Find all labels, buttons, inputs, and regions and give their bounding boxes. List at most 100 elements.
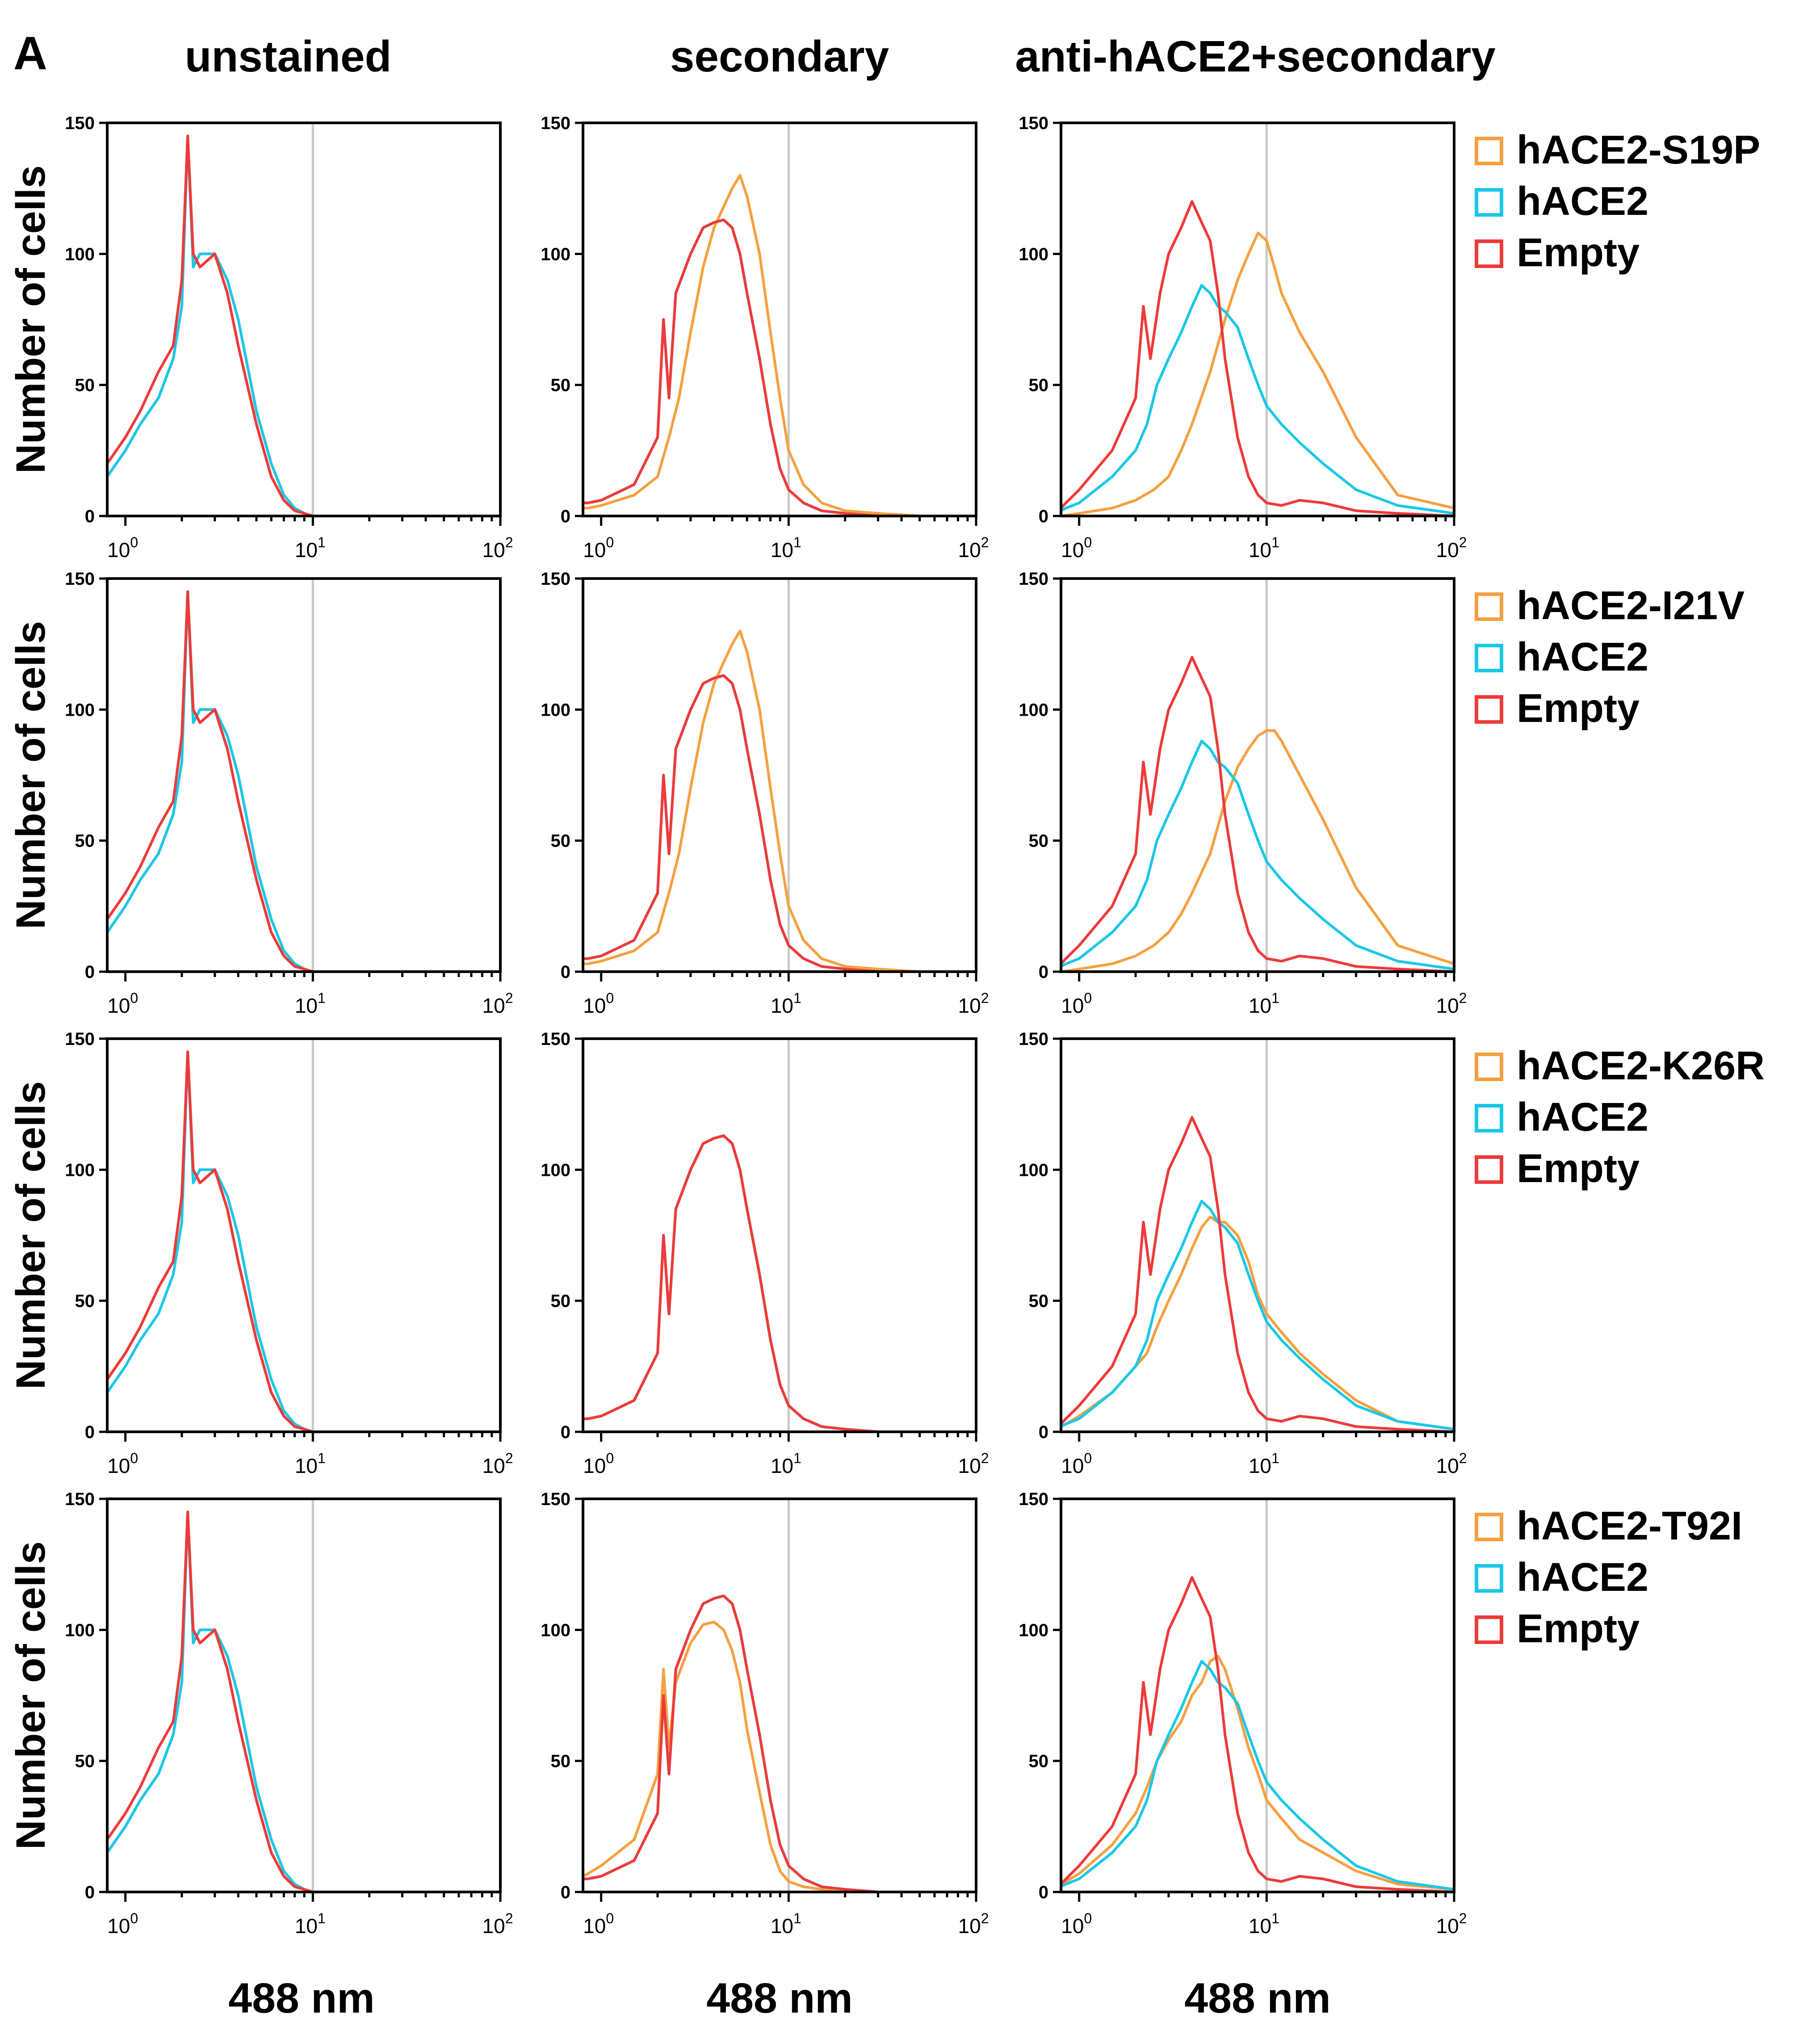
series-line-hace2: [1060, 284, 1455, 515]
y-tick-label: 0: [85, 1422, 95, 1442]
series-line-variant: [1061, 729, 1455, 973]
y-tick-label: 50: [551, 1752, 571, 1771]
y-tick-label: 150: [65, 113, 95, 133]
plot-frame: [582, 122, 977, 517]
x-tick-label: 100: [583, 990, 614, 1017]
column-title-secondary: secondary: [670, 32, 889, 81]
x-tick-label: 102: [482, 990, 513, 1017]
series-line-hace2: [1060, 739, 1455, 971]
legend-swatch-hace2: [1475, 644, 1503, 672]
x-tick-label: 101: [1249, 990, 1279, 1017]
panel-r3-c1: 0 50 100 150 100 101 102 Number of cells: [8, 1029, 513, 1477]
y-tick-label: 50: [1029, 1752, 1049, 1771]
x-tick-label: 100: [1061, 990, 1092, 1017]
x-tick-label: 100: [583, 534, 614, 562]
series-line-variant: [106, 1050, 500, 1433]
series-line-hace2: [106, 1510, 500, 1893]
legend-swatch-empty: [1475, 695, 1503, 724]
y-tick-label: 0: [1039, 962, 1048, 982]
panel-r3-c2: 0 50 100 150 100 101 102: [541, 1029, 989, 1477]
x-tick-label: 102: [958, 534, 989, 562]
y-tick-label: 50: [75, 1752, 95, 1771]
x-tick-label: 101: [295, 990, 326, 1017]
legend-swatch-variant: [1475, 137, 1503, 165]
legend-row-1: hACE2-S19P hACE2 Empty: [1475, 128, 1760, 275]
series-line-variant: [1061, 231, 1455, 517]
panel-label: A: [13, 27, 47, 80]
legend-label-hace2: hACE2: [1517, 1555, 1648, 1600]
series-line-variant: [106, 1510, 500, 1893]
y-tick-label: 50: [75, 376, 95, 395]
panel-r1-c1: 0 50 100 150 100 101 102 Number of cells: [8, 113, 513, 562]
y-tick-label: 150: [541, 1029, 570, 1049]
xlabel-col-3: 488 nm: [1184, 1975, 1330, 2022]
series-line-empty: [1060, 200, 1455, 517]
series-line-hace2: [106, 590, 500, 973]
x-tick-label: 101: [1249, 1450, 1279, 1477]
y-tick-label: 150: [1019, 1029, 1048, 1049]
x-tick-label: 101: [295, 1450, 326, 1477]
x-tick-label: 101: [295, 1910, 326, 1938]
x-tick-label: 101: [771, 990, 801, 1017]
y-tick-label: 0: [85, 507, 95, 526]
x-tick-label: 100: [1061, 534, 1092, 562]
y-tick-label: 0: [1039, 507, 1048, 526]
series-line-hace2: [1060, 1200, 1455, 1431]
panel-r4-c2: 0 50 100 150 100 101 102: [541, 1489, 989, 1938]
panel-r3-c3: 0 50 100 150 100 101 102: [1019, 1029, 1467, 1477]
legend-swatch-empty: [1475, 1615, 1503, 1644]
y-axis-label: Number of cells: [8, 1541, 54, 1850]
legend-swatch-empty: [1475, 1155, 1503, 1184]
y-axis-label: Number of cells: [8, 1081, 54, 1389]
x-tick-label: 102: [1436, 534, 1467, 562]
x-tick-label: 101: [771, 1910, 801, 1938]
series-line-empty: [583, 1594, 976, 1893]
y-tick-label: 0: [561, 507, 570, 526]
legend-label-empty: Empty: [1517, 686, 1640, 731]
panel-r2-c3: 0 50 100 150 100 101 102: [1019, 569, 1467, 1017]
y-tick-label: 0: [85, 1883, 95, 1902]
legend-swatch-empty: [1475, 239, 1503, 268]
panel-r4-c1: 0 50 100 150 100 101 102 Number of cells: [8, 1489, 513, 1938]
legend-swatch-variant: [1475, 592, 1503, 621]
plot-frame: [582, 1037, 977, 1433]
panel-r2-c2: 0 50 100 150 100 101 102: [541, 569, 989, 1017]
legend-label-empty: Empty: [1517, 231, 1640, 275]
y-tick-label: 50: [551, 376, 571, 395]
y-tick-label: 50: [1029, 831, 1049, 851]
y-tick-label: 100: [1019, 700, 1048, 720]
legend-label-hace2: hACE2: [1517, 179, 1648, 224]
legend-swatch-hace2: [1475, 1104, 1503, 1133]
y-tick-label: 100: [541, 700, 570, 720]
y-tick-label: 150: [1019, 569, 1048, 589]
series-line-empty: [106, 590, 500, 973]
y-tick-label: 50: [1029, 376, 1049, 395]
series-line-variant: [583, 174, 976, 517]
x-tick-label: 100: [583, 1910, 614, 1938]
y-tick-label: 0: [561, 1883, 570, 1902]
x-tick-label: 101: [295, 534, 326, 562]
plot-frame: [106, 577, 502, 973]
x-tick-label: 100: [107, 1910, 138, 1938]
legend-label-empty: Empty: [1517, 1607, 1640, 1651]
x-tick-label: 101: [771, 1450, 801, 1477]
xlabel-col-2: 488 nm: [706, 1975, 852, 2022]
panel-r2-c1: 0 50 100 150 100 101 102 Number of cells: [8, 569, 513, 1017]
y-tick-label: 100: [541, 1160, 570, 1180]
x-tick-label: 100: [107, 1450, 138, 1477]
legend-swatch-variant: [1475, 1053, 1503, 1081]
series-line-empty: [1060, 656, 1455, 973]
plot-frame: [106, 122, 502, 517]
legend-swatch-hace2: [1475, 188, 1503, 217]
panel-r4-c3: 0 50 100 150 100 101 102: [1019, 1489, 1467, 1938]
x-tick-label: 102: [1436, 1450, 1467, 1477]
y-tick-label: 50: [75, 831, 95, 851]
y-tick-label: 0: [561, 962, 570, 982]
legend-label-hace2: hACE2: [1517, 1095, 1648, 1140]
legend-label-variant: hACE2-T92I: [1517, 1504, 1742, 1548]
x-tick-label: 102: [958, 1910, 989, 1938]
series-line-variant: [583, 629, 976, 973]
y-tick-label: 150: [1019, 1489, 1048, 1509]
y-tick-label: 50: [1029, 1292, 1049, 1311]
series-line-hace2: [106, 1050, 500, 1433]
